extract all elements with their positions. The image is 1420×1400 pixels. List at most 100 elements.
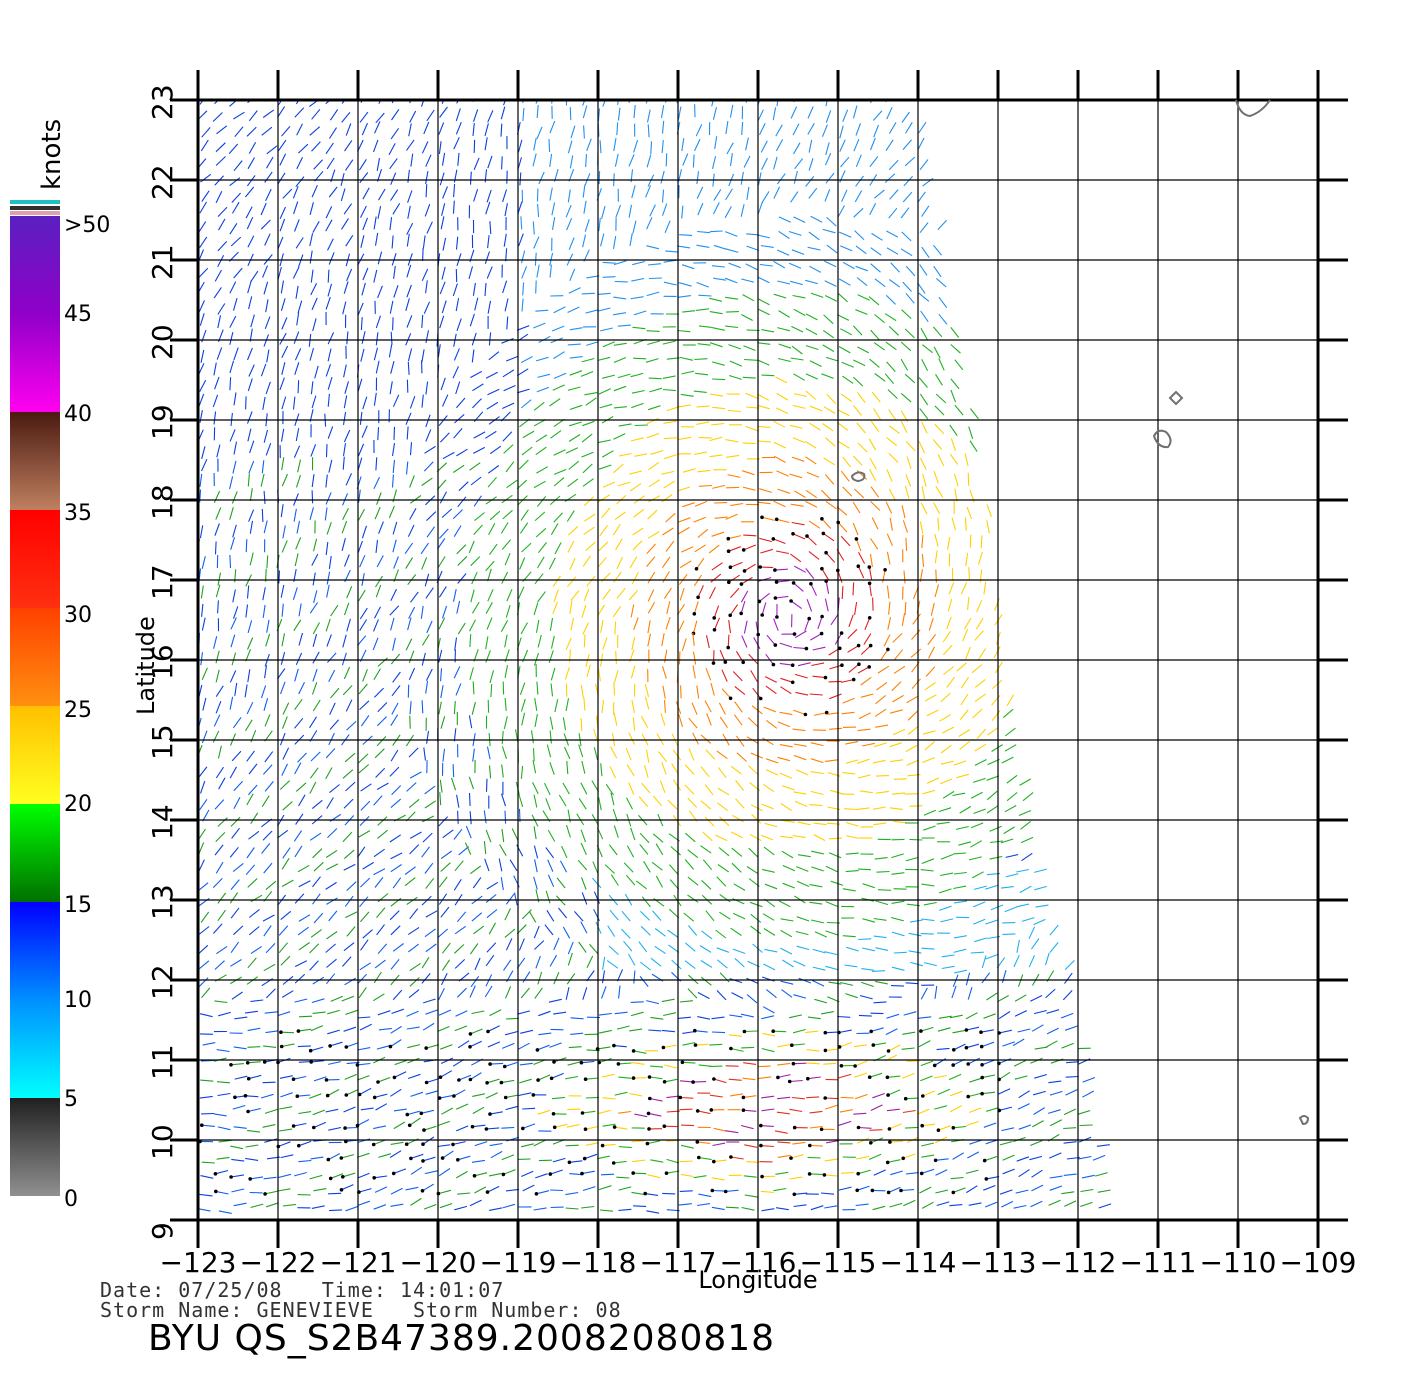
- wind-vector: [231, 491, 238, 504]
- wind-vector: [905, 474, 912, 487]
- wind-vector: [949, 424, 958, 437]
- wind-vector: [248, 830, 260, 840]
- rain-flag-dot: [936, 1128, 941, 1132]
- wind-vector: [776, 1111, 790, 1115]
- wind-vector: [568, 287, 581, 294]
- wind-vector: [1028, 926, 1036, 939]
- wind-vector: [279, 1106, 293, 1110]
- wind-vector: [326, 797, 334, 809]
- wind-vector: [901, 505, 906, 519]
- wind-vector: [583, 588, 590, 602]
- rain-flag-dot: [773, 596, 778, 600]
- wind-vector: [472, 398, 482, 409]
- rain-flag-dot: [580, 1111, 585, 1115]
- legend-label: 25: [64, 698, 92, 723]
- wind-vector: [229, 670, 237, 683]
- wind-vector: [757, 201, 764, 214]
- wind-vector: [986, 1176, 1000, 1180]
- wind-vector: [565, 698, 570, 712]
- wind-vector: [618, 985, 621, 999]
- wind-vector: [472, 122, 475, 136]
- wind-vector: [854, 1060, 868, 1067]
- wind-vector: [388, 344, 393, 358]
- rain-flag-dot: [503, 1095, 508, 1100]
- wind-vector: [740, 600, 746, 614]
- wind-vector: [696, 281, 709, 288]
- wind-vector: [262, 830, 273, 841]
- wind-vector: [473, 189, 479, 202]
- wind-vector: [692, 632, 695, 646]
- wind-vector: [534, 252, 537, 266]
- wind-vector: [248, 460, 255, 474]
- wind-vector: [216, 1081, 231, 1084]
- rain-flag-dot: [856, 1125, 861, 1130]
- wind-vector: [610, 746, 618, 759]
- rain-flag-dot: [534, 1192, 539, 1196]
- rain-flag-dot: [339, 1156, 344, 1160]
- wind-vector: [500, 123, 503, 137]
- wind-vector: [904, 485, 910, 499]
- wind-vector: [405, 298, 410, 311]
- wind-vector: [452, 200, 455, 214]
- wind-vector: [789, 1014, 803, 1019]
- wind-vector: [373, 269, 378, 283]
- wind-vector: [454, 637, 458, 651]
- wind-vector: [817, 616, 823, 629]
- lat-tick-label: 12: [146, 964, 179, 1000]
- rain-flag-dot: [886, 1049, 891, 1053]
- wind-vector: [780, 835, 794, 839]
- wind-vector: [473, 431, 486, 439]
- wind-vector: [311, 184, 318, 198]
- wind-vector: [341, 1184, 354, 1191]
- wind-vector: [626, 797, 633, 810]
- rain-flag-dot: [807, 1172, 812, 1176]
- wind-vector: [298, 1140, 312, 1147]
- wind-vector: [441, 100, 445, 104]
- wind-vector: [377, 816, 388, 826]
- wind-vector: [393, 285, 399, 298]
- wind-vector: [200, 652, 204, 666]
- wind-vector: [229, 846, 239, 858]
- rain-flag-dot: [695, 1140, 700, 1144]
- wind-vector: [566, 1124, 580, 1128]
- wind-vector: [231, 192, 242, 203]
- rain-flag-dot: [853, 1064, 857, 1068]
- wind-vector: [751, 813, 762, 824]
- wind-vector: [261, 126, 273, 136]
- wind-vector: [582, 555, 591, 567]
- wind-vector: [808, 520, 821, 529]
- wind-vector: [342, 685, 353, 696]
- wind-vector: [503, 444, 514, 454]
- rain-flag-dot: [325, 1093, 330, 1098]
- wind-vector: [937, 1027, 951, 1032]
- wind-vector: [373, 668, 381, 680]
- wind-vector: [940, 744, 952, 754]
- wind-vector: [1033, 1107, 1045, 1115]
- rain-flag-dot: [856, 1171, 860, 1176]
- wind-vector: [960, 676, 969, 689]
- wind-vector: [762, 783, 775, 793]
- wind-vector: [666, 1095, 680, 1099]
- wind-vector: [1001, 970, 1007, 983]
- wind-vector: [602, 1143, 616, 1147]
- island-outline: [1235, 99, 1271, 118]
- wind-vector: [537, 373, 551, 378]
- wind-vector: [969, 534, 972, 548]
- wind-vector: [758, 1076, 772, 1080]
- wind-vector: [805, 279, 818, 285]
- wind-vector: [840, 1171, 855, 1174]
- wind-vector: [984, 1201, 998, 1208]
- wind-vector: [613, 712, 618, 726]
- wind-vector: [796, 916, 810, 922]
- wind-vector: [282, 525, 286, 539]
- wind-vector: [584, 392, 598, 396]
- wind-vector: [750, 804, 763, 812]
- wind-vector: [903, 1153, 916, 1159]
- island-outline: [1168, 390, 1184, 406]
- rain-flag-dot: [951, 1190, 956, 1195]
- wind-vector: [549, 762, 555, 775]
- wind-vector: [856, 277, 868, 287]
- wind-vector: [740, 1013, 754, 1018]
- rain-flag-dot: [771, 1029, 775, 1033]
- wind-vector: [548, 650, 554, 663]
